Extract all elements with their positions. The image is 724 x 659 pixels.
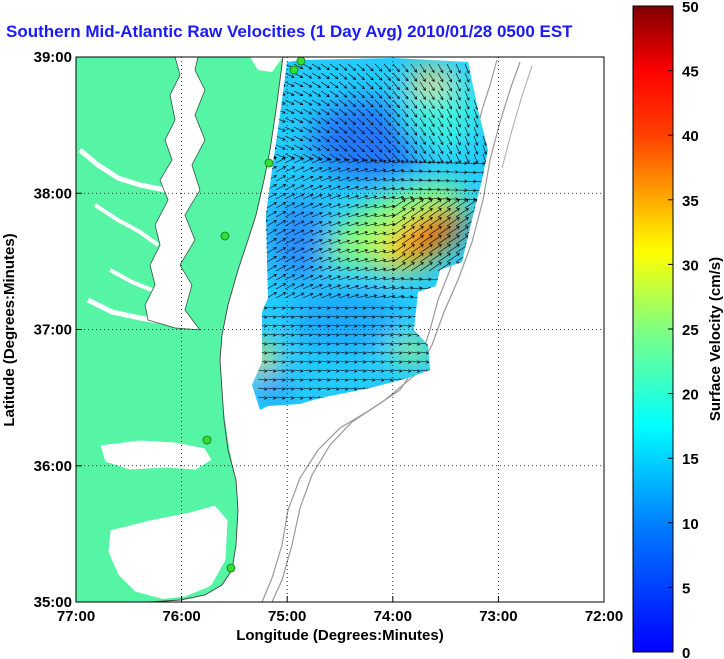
york-river xyxy=(109,268,153,292)
radar-site-marker xyxy=(202,435,212,445)
colorbar xyxy=(632,5,674,653)
radar-site-marker xyxy=(264,158,274,168)
colorbar-tick-label: 45 xyxy=(682,64,699,81)
colorbar-label: Surface Velocity (cm/s) xyxy=(707,257,724,421)
x-tick-label: 73:00 xyxy=(479,608,517,625)
y-tick-label: 36:00 xyxy=(34,458,72,475)
radar-site-marker xyxy=(226,563,236,573)
x-axis-label: Longitude (Degrees:Minutes) xyxy=(236,627,444,644)
y-axis-ticks: 35:00 36:00 37:00 38:00 39:00 xyxy=(34,49,82,611)
y-tick-label: 39:00 xyxy=(34,49,72,66)
colorbar-tick-label: 30 xyxy=(682,257,699,274)
y-tick-label: 38:00 xyxy=(34,185,72,202)
y-tick-label: 37:00 xyxy=(34,322,72,339)
x-axis-ticks: 77:00 76:00 75:00 74:00 73:00 72:00 xyxy=(57,596,623,625)
colorbar-ticks: 0 5 10 15 20 25 30 35 40 45 50 xyxy=(668,0,699,659)
x-tick-label: 76:00 xyxy=(162,608,200,625)
colorbar-tick-label: 15 xyxy=(682,451,699,468)
bathymetry-contour-3 xyxy=(501,65,533,169)
map-grid xyxy=(76,57,604,602)
y-tick-label: 35:00 xyxy=(34,594,72,611)
x-tick-label: 75:00 xyxy=(268,608,306,625)
colorbar-tick-label: 25 xyxy=(682,322,699,339)
outer-banks xyxy=(149,409,238,602)
y-axis-label: Latitude (Degrees:Minutes) xyxy=(1,233,18,426)
x-tick-label: 74:00 xyxy=(374,608,412,625)
colorbar-tick-label: 50 xyxy=(682,0,699,16)
radar-site-marker xyxy=(220,231,230,241)
colorbar-tick-label: 35 xyxy=(682,193,699,210)
plot-frame xyxy=(75,56,605,603)
radar-sites xyxy=(202,57,306,573)
colorbar-tick-label: 5 xyxy=(682,580,690,597)
radar-site-marker xyxy=(289,65,299,75)
delaware-bay xyxy=(250,57,283,72)
map-title: Southern Mid-Atlantic Raw Velocities (1 … xyxy=(6,22,573,41)
radar-site-marker xyxy=(296,57,306,66)
colorbar-tick-label: 0 xyxy=(682,645,690,659)
x-tick-label: 72:00 xyxy=(585,608,623,625)
colorbar-tick-label: 20 xyxy=(682,387,699,404)
x-tick-label: 77:00 xyxy=(57,608,95,625)
james-river xyxy=(86,297,166,325)
albemarle-sound xyxy=(99,439,213,471)
colorbar-tick-label: 10 xyxy=(682,516,699,533)
bay-shoreline xyxy=(144,57,206,331)
potomac-river xyxy=(78,148,166,193)
rappahannock-river xyxy=(93,203,160,247)
colorbar-tick-label: 40 xyxy=(682,128,699,145)
